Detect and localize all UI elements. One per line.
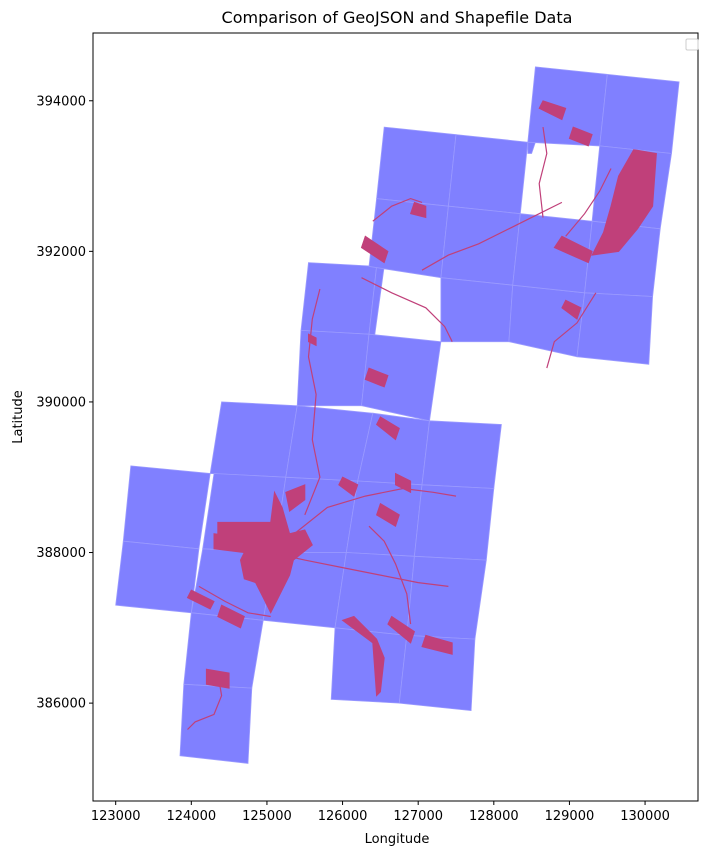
feature-polygon: [217, 604, 245, 629]
raster-tile: [447, 134, 529, 215]
raster-tile: [209, 401, 298, 478]
raster-tile: [376, 126, 457, 207]
raster-tile: [115, 540, 200, 614]
raster-tile: [398, 634, 476, 712]
feature-polygon: [591, 149, 657, 256]
x-tick-label: 127000: [393, 809, 443, 824]
raster-tile: [406, 555, 487, 640]
feature-polygon: [395, 472, 412, 494]
x-tick-label: 126000: [318, 809, 368, 824]
feature-polygon: [186, 589, 215, 610]
raster-tile: [440, 205, 521, 286]
feature-road-line: [421, 201, 563, 271]
feature-polygon: [561, 299, 582, 320]
feature-polygon: [387, 615, 415, 644]
feature-road-line: [289, 487, 457, 538]
raster-tile: [179, 683, 253, 764]
feature-polygon: [338, 476, 359, 497]
feature-polygon: [409, 201, 427, 219]
feature-polygon: [375, 416, 400, 441]
axes-frame: [92, 32, 699, 802]
feature-polygon: [553, 235, 593, 264]
raster-tile: [421, 420, 502, 489]
feature-polygon: [421, 634, 453, 655]
vector-features-layer: [186, 100, 657, 730]
y-tick-label: 394000: [36, 94, 86, 109]
y-tick-label: 390000: [36, 395, 86, 410]
feature-road-line: [361, 277, 453, 342]
feature-polygon: [538, 100, 567, 121]
y-axis-label: Latitude: [11, 390, 26, 444]
raster-tile: [361, 333, 442, 422]
raster-tile: [576, 292, 654, 365]
y-tick-label: 386000: [36, 697, 86, 712]
chart-title: Comparison of GeoJSON and Shapefile Data: [222, 8, 573, 27]
legend-box: [685, 38, 699, 51]
feature-road-line: [538, 127, 548, 218]
x-tick-label: 128000: [469, 809, 519, 824]
y-axis: 386000 388000 390000 392000 394000: [36, 94, 93, 712]
feature-road-line: [546, 292, 597, 369]
feature-polygon: [568, 126, 593, 147]
feature-road-line: [187, 672, 223, 730]
feature-polygon: [360, 235, 389, 264]
raster-tile: [285, 405, 374, 482]
x-tick-label: 124000: [166, 809, 216, 824]
raster-tile: [368, 198, 449, 279]
raster-tile: [296, 329, 370, 407]
y-tick-label: 388000: [36, 546, 86, 561]
feature-polygon: [341, 615, 385, 697]
y-tick-label: 392000: [36, 245, 86, 260]
x-tick-label: 129000: [545, 809, 595, 824]
raster-tile: [599, 73, 680, 154]
feature-polygon: [375, 502, 400, 527]
feature-road-line: [565, 168, 612, 237]
feature-polygon: [285, 484, 306, 512]
feature-polygon: [364, 367, 389, 388]
x-axis-label: Longitude: [365, 832, 430, 847]
x-tick-label: 125000: [242, 809, 292, 824]
feature-road-line: [270, 551, 449, 587]
raster-tile: [122, 465, 211, 550]
x-tick-label: 130000: [620, 809, 670, 824]
x-axis: 123000 124000 125000 126000 127000 128000 1290…: [91, 801, 670, 824]
feature-polygon: [205, 668, 230, 689]
feature-road-line: [372, 197, 423, 222]
feature-polygon: [213, 533, 245, 554]
feature-road-line: [198, 585, 271, 618]
x-tick-label: 123000: [91, 809, 141, 824]
raster-tile: [440, 277, 514, 343]
feature-road-line: [304, 288, 321, 516]
feature-road-line: [368, 525, 412, 625]
